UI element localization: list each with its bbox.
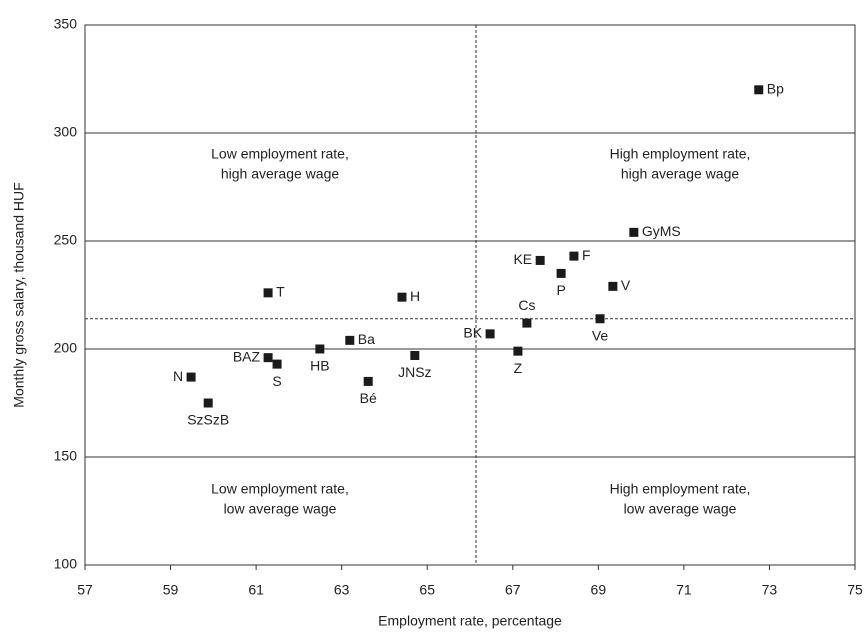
plot-border — [84, 24, 856, 566]
point-label: H — [410, 288, 420, 304]
point-label: Cs — [518, 297, 535, 313]
quadrant-label: High employment rate, — [610, 481, 751, 497]
x-axis-label: Employment rate, percentage — [378, 613, 562, 629]
point-label: S — [272, 373, 281, 389]
x-tick-label: 75 — [847, 582, 863, 598]
x-tick-label: 71 — [676, 582, 692, 598]
point-label: Ve — [592, 327, 609, 343]
point — [513, 346, 523, 356]
point — [556, 268, 566, 278]
point-label: N — [173, 368, 183, 384]
y-tick-label: 300 — [54, 124, 78, 140]
point — [203, 398, 213, 408]
x-tick-label: 57 — [77, 582, 93, 598]
y-tick-label: 250 — [54, 232, 78, 248]
y-axis-label: Monthly gross salary, thousand HUF — [11, 182, 27, 407]
point — [263, 288, 273, 298]
point-label: Ba — [358, 331, 375, 347]
point-label: V — [621, 277, 631, 293]
quadrant-label: Low employment rate, — [211, 146, 349, 162]
point — [569, 251, 579, 261]
point-label: T — [276, 284, 285, 300]
point-label: Z — [514, 360, 523, 376]
y-tick-label: 200 — [54, 340, 78, 356]
point-label: Bp — [767, 81, 784, 97]
point — [186, 372, 196, 382]
quadrant-label: high average wage — [221, 166, 340, 182]
point — [535, 255, 545, 265]
x-tick-label: 63 — [334, 582, 350, 598]
point — [345, 335, 355, 345]
quadrant-label: High employment rate, — [610, 146, 751, 162]
point — [522, 318, 532, 328]
point-label: BK — [463, 325, 482, 341]
y-tick-label: 100 — [54, 556, 78, 572]
point — [595, 314, 605, 324]
point-label: JNSz — [398, 364, 431, 380]
point-label: F — [582, 247, 591, 263]
point — [272, 359, 282, 369]
point — [754, 85, 764, 95]
point — [315, 344, 325, 354]
point — [629, 227, 639, 237]
quadrant-label: high average wage — [621, 166, 740, 182]
point — [263, 353, 273, 363]
point — [397, 292, 407, 302]
quadrant-label: low average wage — [224, 501, 337, 517]
quadrant-label: low average wage — [624, 501, 737, 517]
x-tick-label: 65 — [419, 582, 435, 598]
x-tick-label: 73 — [762, 582, 778, 598]
point-label: GyMS — [642, 223, 681, 239]
x-tick-label: 69 — [591, 582, 607, 598]
point-label: P — [556, 282, 565, 298]
x-tick-label: 67 — [505, 582, 521, 598]
x-tick-label: 59 — [163, 582, 179, 598]
y-tick-label: 150 — [54, 448, 78, 464]
point-label: BAZ — [233, 348, 261, 364]
y-tick-label: 350 — [54, 16, 78, 32]
point-label: SzSzB — [187, 412, 229, 428]
quadrant-label: Low employment rate, — [211, 481, 349, 497]
point — [363, 376, 373, 386]
point — [608, 281, 618, 291]
point-label: HB — [310, 358, 329, 374]
x-tick-label: 61 — [248, 582, 264, 598]
point-label: KE — [513, 251, 532, 267]
point-label: Bé — [360, 390, 377, 406]
point — [410, 350, 420, 360]
point — [485, 329, 495, 339]
